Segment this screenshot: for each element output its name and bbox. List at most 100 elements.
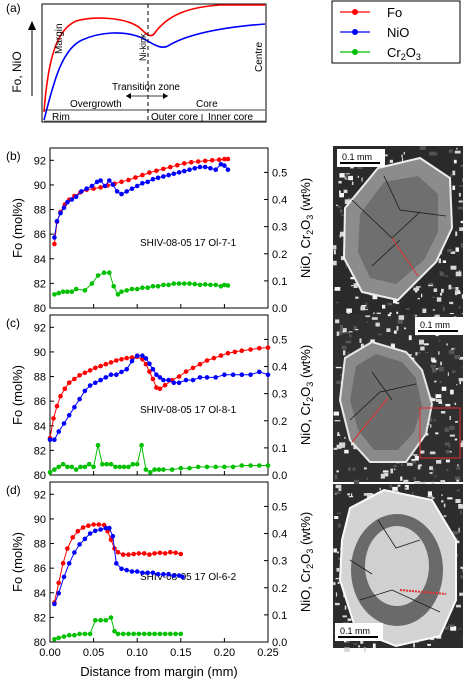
scale-b-label: 0.1 mm [342,152,372,162]
data-point-Fo [147,369,152,374]
matrix-grain [391,344,395,350]
data-point-Cr2O3 [197,282,203,288]
ytick-label: 90 [34,180,46,192]
matrix-grain [337,432,340,435]
matrix-grain [459,185,463,187]
data-point-Cr2O3 [131,631,136,637]
matrix-grain [447,372,449,376]
y2tick-label: 0.3 [272,222,287,234]
data-point-Fo [157,550,163,556]
data-point-Fo [154,168,159,174]
matrix-grain [387,302,393,306]
matrix-grain [443,503,446,508]
matrix-grain [338,205,341,208]
y2tick-label: 0.0 [272,470,287,482]
matrix-grain [441,494,443,496]
matrix-grain [450,265,457,270]
data-point-Cr2O3 [95,442,101,448]
data-point-Fo [154,385,159,390]
matrix-grain [348,175,353,181]
bse-image-c: 0.1 mm [333,314,463,486]
data-point-Cr2O3 [178,465,184,471]
matrix-grain [335,592,338,597]
data-point-NiO [77,396,82,402]
matrix-grain [353,283,358,288]
data-point-Fo [222,156,227,162]
panel-a-ylabel: Fo, NiO [10,51,24,92]
matrix-grain [344,199,351,204]
data-point-NiO [161,174,166,179]
data-point-NiO [66,561,72,566]
matrix-grain [446,468,449,472]
data-point-NiO [98,377,103,383]
ytick-label: 86 [34,229,46,241]
data-point-Cr2O3 [147,631,152,637]
matrix-grain [429,466,433,470]
data-point-Fo [72,376,77,382]
data-point-Fo [239,348,245,354]
data-point-Cr2O3 [136,631,142,637]
data-point-Fo [115,549,121,555]
matrix-grain [334,491,341,494]
data-point-Cr2O3 [257,463,262,468]
y2tick-label: 0.0 [272,637,287,649]
data-point-Fo [96,522,102,527]
matrix-grain [445,459,450,463]
matrix-grain [460,443,463,448]
data-point-Fo [168,164,173,170]
data-point-NiO [66,413,72,418]
matrix-grain [408,335,412,341]
matrix-grain [445,450,450,454]
cracks [349,519,441,613]
series-line-Cr2O3 [54,272,228,296]
matrix-grain [352,467,356,471]
data-point-NiO [222,163,227,168]
data-point-Cr2O3 [91,464,96,470]
matrix-grain [427,643,431,646]
data-point-Fo [232,349,238,355]
matrix-grain [440,292,443,296]
data-point-NiO [93,380,98,386]
matrix-grain [339,173,345,178]
data-point-Cr2O3 [73,286,79,292]
legend-marker-Cr2O3 [352,49,358,55]
matrix-grain [452,370,456,373]
sample-label: SHIV-08-05 17 Ol-8-1 [140,405,237,416]
data-point-NiO [187,167,192,172]
cracks [349,371,417,421]
data-point-NiO [180,574,185,580]
data-point-Fo [175,162,180,168]
matrix-grain [422,308,427,313]
matrix-grain [344,605,347,610]
ytick-label: 90 [34,347,46,359]
matrix-grain [456,384,458,386]
data-point-Fo [75,528,81,534]
matrix-grain [435,368,439,370]
data-point-NiO [145,570,150,576]
ytick-label: 88 [34,205,46,217]
matrix-grain [334,516,339,519]
data-point-Fo [52,241,57,247]
matrix-grain [417,351,421,354]
matrix-grain [355,296,359,299]
data-point-NiO [87,383,93,388]
data-point-Cr2O3 [239,463,245,468]
matrix-grain [447,497,453,500]
data-point-NiO [197,164,203,170]
data-point-NiO [257,369,262,375]
y2tick-label: 0.4 [272,362,287,374]
data-point-Fo [120,552,126,557]
data-point-Fo [98,185,103,190]
matrix-grain [339,209,343,213]
matrix-grain [344,437,346,439]
data-point-Cr2O3 [152,631,157,637]
matrix-grain [458,200,463,203]
matrix-grain [419,146,426,150]
matrix-grain [440,361,442,366]
matrix-grain [417,465,421,470]
matrix-grain [387,314,391,317]
data-point-Fo [58,393,63,399]
data-point-Cr2O3 [166,282,171,288]
matrix-grain [353,326,358,331]
matrix-grain [440,458,446,460]
